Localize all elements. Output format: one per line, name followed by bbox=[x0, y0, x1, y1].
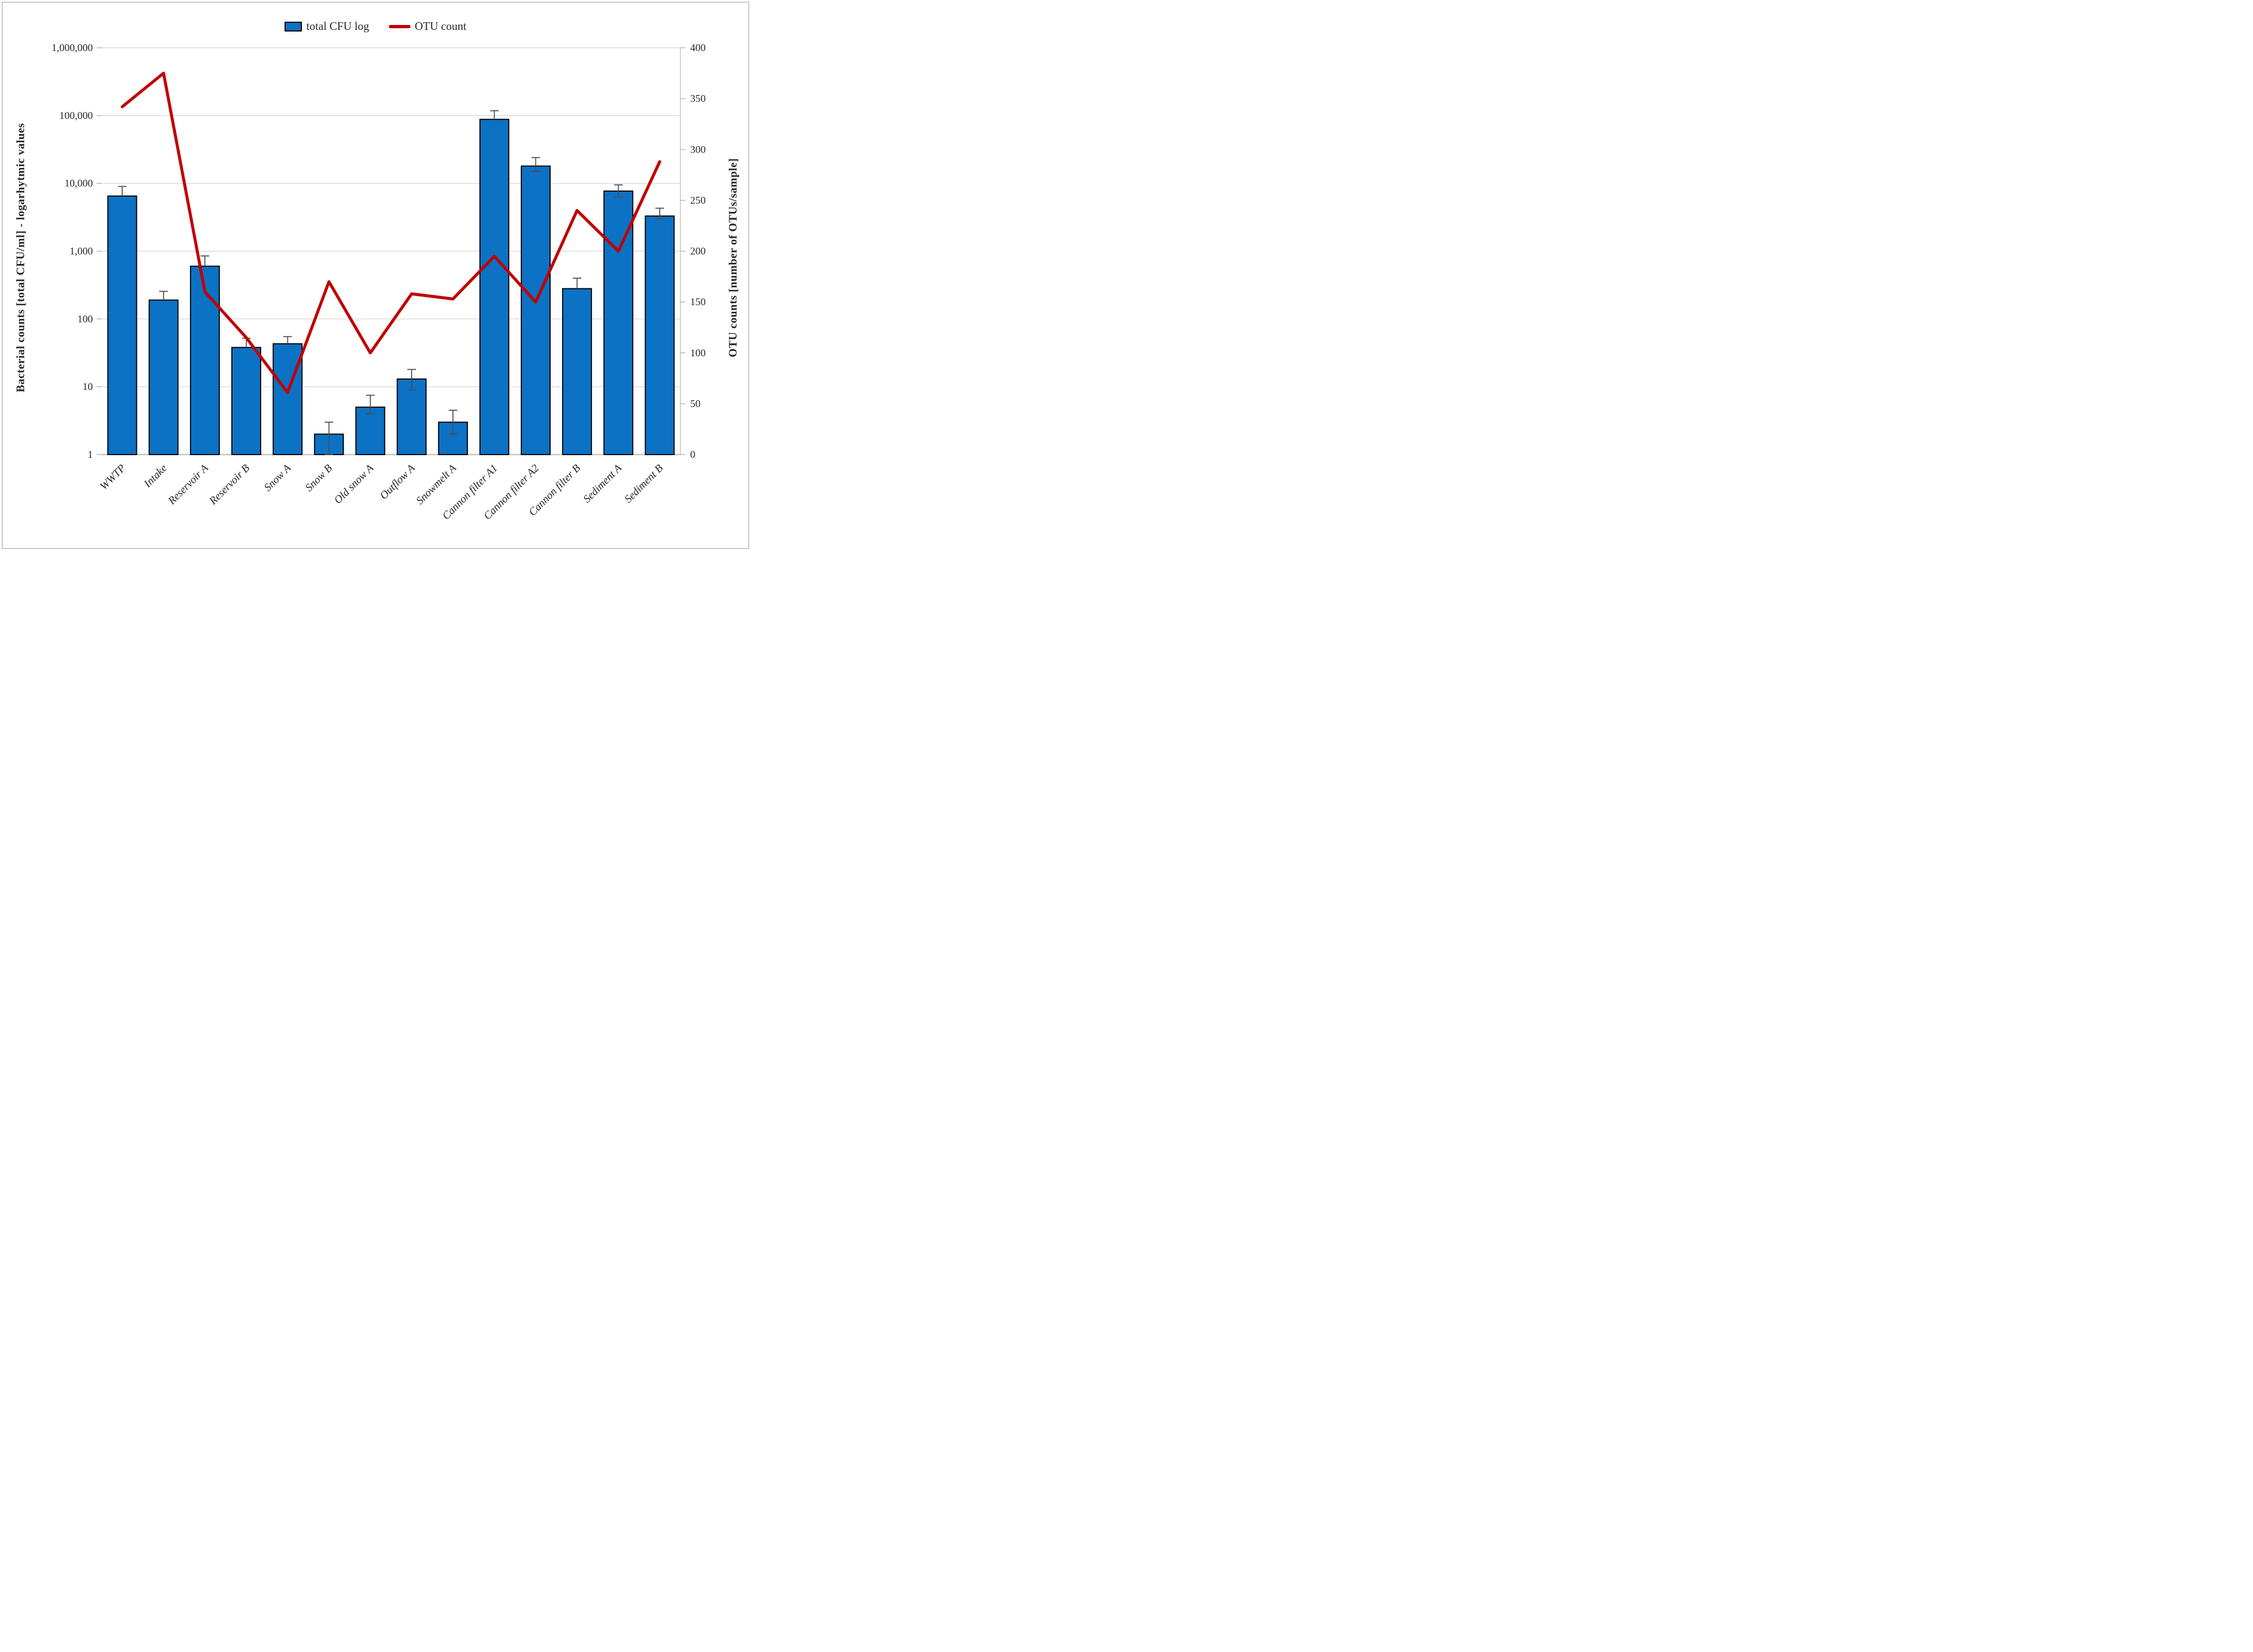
x-label-Snow A: Snow A bbox=[262, 462, 294, 494]
legend-label: total CFU log bbox=[306, 20, 369, 33]
legend-item-otu-count: OTU count bbox=[388, 20, 466, 33]
left-tick-label: 100 bbox=[78, 313, 93, 325]
left-tick-label: 1,000 bbox=[70, 246, 93, 257]
right-tick-label: 350 bbox=[690, 93, 706, 105]
bar-Cannon filter A2 bbox=[521, 165, 551, 455]
bar-Snow A bbox=[273, 343, 303, 455]
right-tick-label: 400 bbox=[690, 42, 706, 54]
right-tick-label: 100 bbox=[690, 348, 706, 359]
otu-count-line bbox=[121, 72, 661, 394]
right-tick-label: 150 bbox=[690, 297, 706, 308]
line-swatch-icon bbox=[388, 24, 411, 28]
left-tick-label: 1 bbox=[88, 449, 93, 461]
x-label-Sediment B: Sediment B bbox=[622, 462, 666, 506]
bar-Reservoir B bbox=[231, 346, 261, 455]
chart-canvas: 1 10 100 1,000 10,000 100,000 1,000,000 0 50 100 1… bbox=[52, 42, 706, 522]
x-label-WWTP: WWTP bbox=[98, 462, 128, 493]
legend-label: OTU count bbox=[414, 20, 466, 33]
right-axis-title: OTU counts [number of OTUs/sample] bbox=[726, 158, 740, 357]
x-label-Snowmelt A: Snowmelt A bbox=[414, 462, 459, 507]
bar-Sediment B bbox=[645, 215, 675, 455]
bar-Cannon filter B bbox=[562, 288, 592, 456]
bar-Outflow A bbox=[396, 378, 427, 456]
right-tick-label: 50 bbox=[690, 398, 700, 409]
left-axis-title: Bacterial counts [total CFU/ml] - logarh… bbox=[14, 123, 27, 393]
bar-Old snow A bbox=[355, 406, 386, 455]
x-label-Snow B: Snow B bbox=[303, 462, 335, 494]
bar-swatch-icon bbox=[285, 21, 302, 31]
bar-Intake bbox=[148, 299, 179, 455]
left-tick-label: 10,000 bbox=[65, 178, 93, 190]
x-label-Reservoir B: Reservoir B bbox=[207, 462, 252, 507]
left-tick-label: 10 bbox=[83, 381, 93, 393]
bar-Reservoir A bbox=[190, 266, 220, 455]
x-label-Sediment A: Sediment A bbox=[581, 462, 624, 505]
right-tick-label: 0 bbox=[690, 449, 696, 461]
right-tick-label: 250 bbox=[690, 195, 706, 206]
chart-legend: total CFU log OTU count bbox=[0, 20, 751, 33]
x-label-Intake: Intake bbox=[141, 462, 169, 490]
legend-item-total-cfu: total CFU log bbox=[285, 20, 369, 33]
right-tick-label: 300 bbox=[690, 144, 706, 155]
x-label-Outflow A: Outflow A bbox=[378, 462, 418, 502]
x-label-Old snow A: Old snow A bbox=[332, 462, 376, 506]
left-tick-label: 1,000,000 bbox=[52, 42, 93, 54]
bar-WWTP bbox=[107, 196, 137, 455]
left-tick-label: 100,000 bbox=[59, 110, 93, 122]
x-label-Reservoir A: Reservoir A bbox=[166, 462, 211, 507]
bar-Cannon filter A1 bbox=[479, 118, 509, 456]
right-tick-label: 200 bbox=[690, 246, 706, 257]
